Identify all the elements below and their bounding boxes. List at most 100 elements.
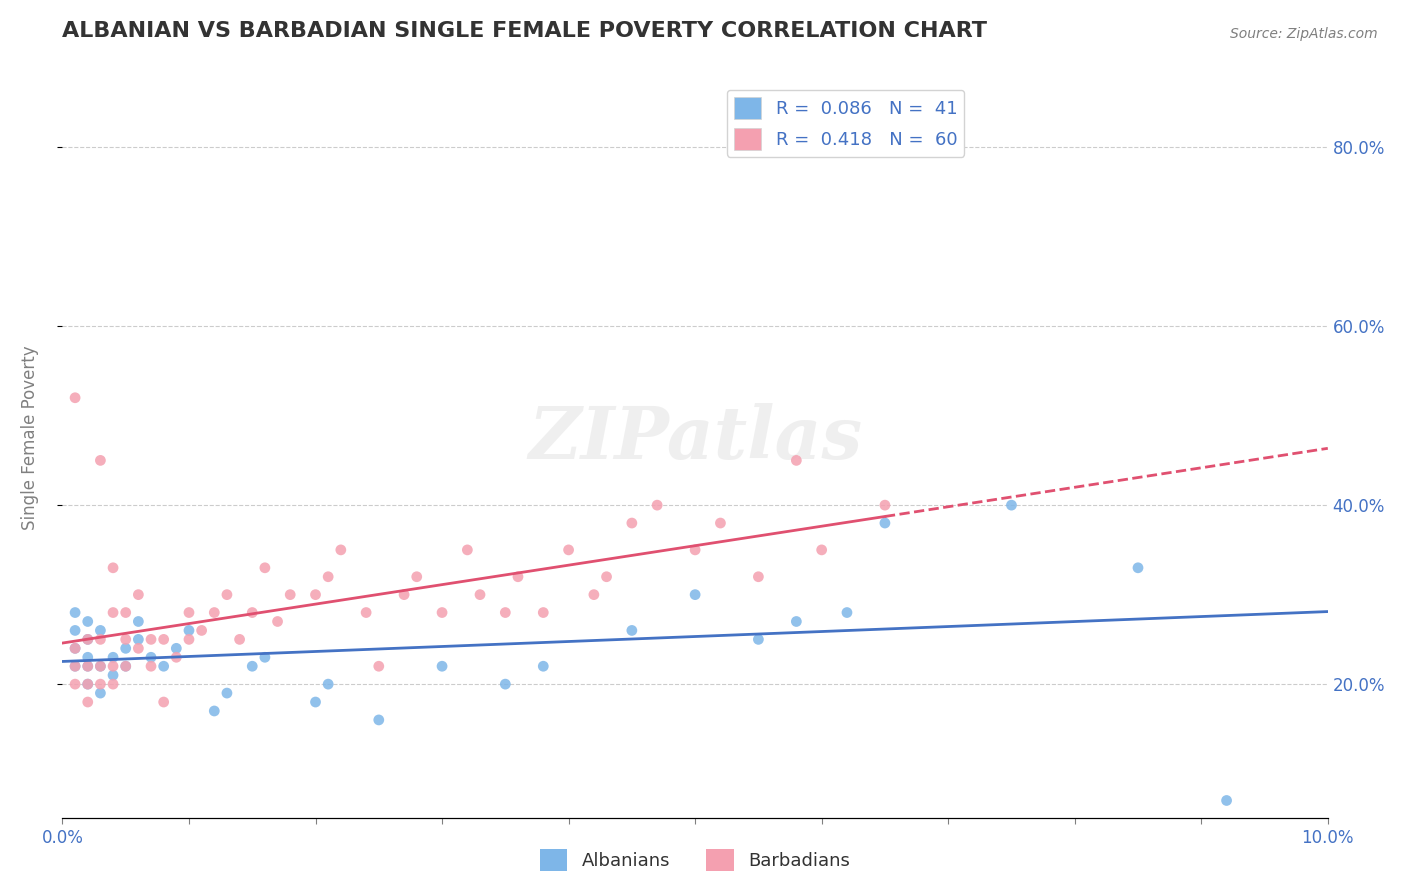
Point [127, 641, 149, 656]
Point [430, 659, 453, 673]
Point [190, 624, 212, 638]
Point [873, 516, 896, 530]
Point [709, 516, 731, 530]
Point [304, 588, 326, 602]
Point [63, 606, 86, 620]
Text: ZIPatlas: ZIPatlas [529, 402, 862, 474]
Point [785, 453, 807, 467]
Point [89, 677, 111, 691]
Point [101, 668, 124, 682]
Point [177, 632, 200, 647]
Point [1000, 498, 1022, 512]
Point [165, 650, 187, 665]
Point [76, 695, 98, 709]
Point [468, 588, 491, 602]
Y-axis label: Single Female Poverty: Single Female Poverty [21, 346, 39, 531]
Point [152, 659, 174, 673]
Point [316, 677, 339, 691]
Point [76, 615, 98, 629]
Point [101, 650, 124, 665]
Text: ALBANIAN VS BARBADIAN SINGLE FEMALE POVERTY CORRELATION CHART: ALBANIAN VS BARBADIAN SINGLE FEMALE POVE… [62, 21, 987, 41]
Point [89, 686, 111, 700]
Point [683, 588, 706, 602]
Point [165, 641, 187, 656]
Point [202, 704, 225, 718]
Point [304, 695, 326, 709]
Point [177, 624, 200, 638]
Point [76, 632, 98, 647]
Text: Source: ZipAtlas.com: Source: ZipAtlas.com [1230, 27, 1378, 41]
Point [240, 606, 263, 620]
Point [747, 632, 769, 647]
Point [63, 391, 86, 405]
Point [582, 588, 605, 602]
Point [873, 498, 896, 512]
Point [430, 606, 453, 620]
Point [114, 641, 136, 656]
Point [835, 606, 858, 620]
Point [645, 498, 668, 512]
Point [101, 606, 124, 620]
Point [114, 606, 136, 620]
Point [177, 606, 200, 620]
Point [114, 659, 136, 673]
Point [127, 588, 149, 602]
Point [595, 570, 617, 584]
Point [76, 659, 98, 673]
Point [202, 606, 225, 620]
Point [683, 542, 706, 557]
Point [152, 695, 174, 709]
Point [810, 542, 832, 557]
Point [405, 570, 427, 584]
Point [620, 516, 643, 530]
Point [63, 624, 86, 638]
Point [76, 659, 98, 673]
Point [278, 588, 301, 602]
Point [215, 686, 238, 700]
Point [139, 632, 162, 647]
Point [63, 641, 86, 656]
Point [240, 659, 263, 673]
Point [557, 542, 579, 557]
Point [228, 632, 250, 647]
Point [63, 641, 86, 656]
Point [531, 659, 554, 673]
Point [392, 588, 415, 602]
Point [152, 632, 174, 647]
Point [506, 570, 529, 584]
Point [139, 650, 162, 665]
Point [531, 606, 554, 620]
Point [127, 632, 149, 647]
Point [114, 632, 136, 647]
Point [76, 677, 98, 691]
Point [620, 624, 643, 638]
Point [89, 632, 111, 647]
Point [785, 615, 807, 629]
Point [316, 570, 339, 584]
Point [76, 650, 98, 665]
Point [101, 561, 124, 575]
Point [63, 659, 86, 673]
Point [139, 659, 162, 673]
Point [494, 677, 516, 691]
Point [101, 677, 124, 691]
Point [1215, 793, 1237, 807]
Point [1126, 561, 1149, 575]
Point [747, 570, 769, 584]
Point [89, 624, 111, 638]
Point [101, 659, 124, 673]
Point [89, 453, 111, 467]
Point [367, 659, 389, 673]
Point [329, 542, 352, 557]
Point [354, 606, 377, 620]
Point [266, 615, 288, 629]
Point [127, 615, 149, 629]
Point [367, 713, 389, 727]
Point [215, 588, 238, 602]
Point [76, 677, 98, 691]
Point [63, 659, 86, 673]
Point [89, 659, 111, 673]
Point [89, 659, 111, 673]
Point [63, 677, 86, 691]
Legend: Albanians, Barbadians: Albanians, Barbadians [533, 841, 858, 878]
